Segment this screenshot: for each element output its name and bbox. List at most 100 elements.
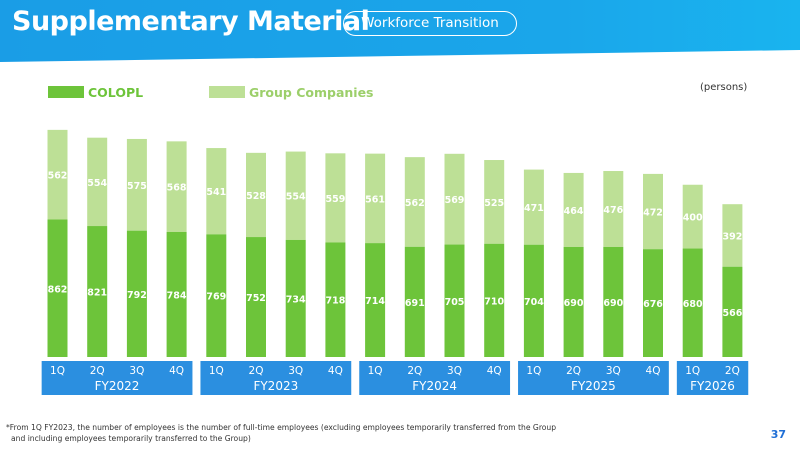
data-label-group-companies: 528 — [246, 191, 266, 202]
bar-colopl — [444, 244, 465, 357]
data-label-group-companies: 568 — [167, 183, 187, 194]
data-label-colopl: 821 — [87, 288, 107, 299]
footnote-line-1: *From 1Q FY2023, the number of employees… — [6, 423, 557, 432]
data-label-colopl: 676 — [643, 299, 663, 310]
legend-item-colopl: COLOPL — [48, 85, 143, 100]
bar-colopl — [682, 248, 703, 357]
bar-group-companies — [444, 153, 465, 245]
quarter-tick-label: 4Q — [169, 365, 184, 377]
quarter-tick-label: 2Q — [725, 365, 740, 377]
fiscal-year-label: FY2022 — [95, 379, 140, 393]
header-banner — [0, 0, 800, 62]
data-label-group-companies: 392 — [722, 231, 742, 242]
fiscal-year-label: FY2025 — [571, 379, 616, 393]
data-label-group-companies: 559 — [325, 194, 345, 205]
bar-group-companies — [722, 204, 743, 267]
data-label-colopl: 566 — [722, 308, 742, 319]
data-label-colopl: 752 — [246, 293, 266, 304]
bar-colopl — [126, 230, 147, 357]
bar-group-companies — [206, 148, 227, 235]
quarter-tick-label: 2Q — [407, 365, 422, 377]
quarter-tick-label: 1Q — [526, 365, 541, 377]
bar-group-companies — [643, 173, 663, 250]
bar-group-companies — [523, 169, 544, 245]
bar-colopl — [722, 266, 743, 357]
data-label-group-companies: 554 — [87, 178, 107, 189]
workforce-bar-chart: 562 862 554 821 575 792 568 784 541 769 528 752 554 7… — [41, 129, 749, 395]
bar-group-companies — [404, 157, 425, 247]
bar-colopl — [484, 243, 505, 357]
footnote: *From 1Q FY2023, the number of employees… — [6, 423, 606, 444]
quarter-tick-label: 4Q — [328, 365, 343, 377]
bar-group-companies — [87, 137, 108, 227]
legend-label-group: Group Companies — [249, 84, 374, 100]
data-label-colopl: 769 — [206, 292, 226, 303]
bar-colopl — [47, 219, 68, 357]
legend-swatch-group — [209, 86, 245, 98]
quarter-tick-label: 1Q — [50, 365, 65, 377]
fiscal-year-label: FY2024 — [412, 379, 457, 393]
legend-swatch-colopl — [48, 86, 84, 98]
bar-colopl — [563, 246, 584, 357]
fiscal-year-band — [200, 361, 352, 395]
data-label-colopl: 710 — [484, 296, 504, 307]
page-number: 37 — [770, 428, 786, 441]
data-label-group-companies: 471 — [524, 203, 544, 214]
data-label-group-companies: 464 — [564, 206, 584, 217]
bar-colopl — [643, 249, 663, 357]
bar-group-companies — [484, 160, 505, 244]
quarter-tick-label: 2Q — [90, 365, 105, 377]
bar-group-companies — [603, 171, 624, 247]
data-label-colopl: 718 — [325, 296, 345, 307]
bar-group-companies — [47, 129, 68, 220]
data-label-group-companies: 400 — [683, 213, 703, 224]
fiscal-year-label: FY2026 — [690, 379, 735, 393]
data-label-colopl: 691 — [405, 298, 425, 309]
quarter-tick-label: 2Q — [566, 365, 581, 377]
data-label-group-companies: 476 — [603, 205, 623, 216]
data-label-group-companies: 562 — [48, 171, 68, 182]
bar-group-companies — [126, 138, 147, 231]
bar-colopl — [325, 242, 346, 357]
quarter-tick-label: 4Q — [487, 365, 502, 377]
data-label-colopl: 690 — [564, 298, 584, 309]
quarter-tick-label: 1Q — [685, 365, 700, 377]
section-badge: Workforce Transition — [343, 11, 517, 36]
bar-colopl — [404, 246, 425, 357]
data-label-group-companies: 525 — [484, 198, 504, 209]
bar-colopl — [285, 239, 306, 357]
quarter-tick-label: 3Q — [288, 365, 303, 377]
data-label-group-companies: 575 — [127, 181, 147, 192]
bar-colopl — [246, 237, 266, 357]
legend-item-group: Group Companies — [209, 84, 374, 100]
quarter-tick-label: 3Q — [606, 365, 621, 377]
data-label-colopl: 704 — [524, 297, 544, 308]
bar-colopl — [603, 246, 624, 357]
data-label-group-companies: 472 — [643, 208, 663, 219]
bar-colopl — [166, 231, 187, 357]
footnote-line-2: and including employees temporarily tran… — [11, 433, 251, 443]
bar-group-companies — [246, 152, 266, 238]
fiscal-year-band — [359, 361, 511, 395]
data-label-group-companies: 561 — [365, 194, 385, 205]
quarter-tick-label: 3Q — [447, 365, 462, 377]
bar-group-companies — [682, 184, 703, 249]
fiscal-year-band — [41, 361, 193, 395]
data-label-colopl: 734 — [286, 294, 306, 305]
quarter-tick-label: 1Q — [368, 365, 383, 377]
bar-group-companies — [285, 151, 306, 240]
fiscal-year-band — [518, 361, 669, 395]
quarter-tick-label: 4Q — [646, 365, 661, 377]
bar-group-companies — [166, 141, 187, 232]
data-label-group-companies: 541 — [206, 187, 226, 198]
bar-colopl — [206, 234, 227, 357]
quarter-tick-label: 2Q — [249, 365, 264, 377]
page-title: Supplementary Material — [12, 6, 370, 37]
bar-group-companies — [563, 172, 584, 247]
data-label-colopl: 680 — [683, 299, 703, 310]
data-label-colopl: 705 — [445, 297, 465, 308]
fiscal-year-label: FY2023 — [253, 379, 298, 393]
data-label-group-companies: 562 — [405, 198, 425, 209]
quarter-tick-label: 3Q — [129, 365, 144, 377]
bar-group-companies — [365, 153, 386, 244]
